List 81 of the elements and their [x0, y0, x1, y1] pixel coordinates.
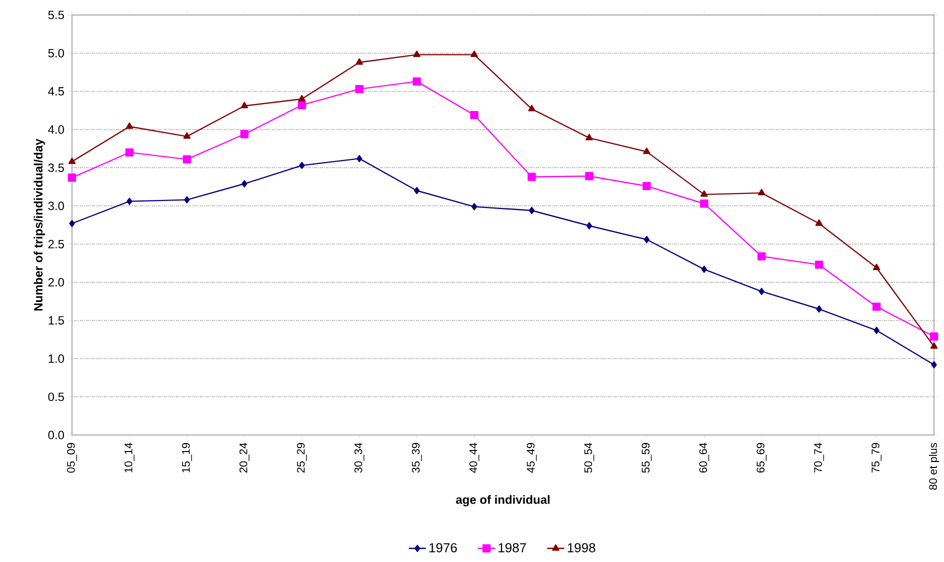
- y-tick-label: 5.5: [48, 10, 64, 20]
- x-tick-label: 10_14: [124, 442, 134, 472]
- x-tick-label: 65_69: [756, 443, 767, 473]
- point: [68, 174, 76, 182]
- point: [126, 198, 132, 205]
- point: [183, 132, 191, 139]
- point: [470, 110, 478, 120]
- point: [68, 158, 76, 164]
- point: [585, 172, 594, 180]
- point: [642, 182, 651, 190]
- x-tick-label: 50_54: [584, 442, 594, 473]
- y-tick-label: 4.5: [48, 87, 64, 96]
- point: [184, 196, 190, 204]
- point: [182, 155, 192, 164]
- point: [700, 200, 708, 208]
- point: [242, 180, 248, 188]
- y-tick-label: 0.0: [48, 430, 64, 440]
- point: [298, 101, 306, 110]
- point: [643, 148, 650, 154]
- point: [758, 252, 766, 260]
- y-tick-label: 2.5: [48, 240, 64, 248]
- x-tick-label: 75_79: [872, 443, 882, 473]
- x-tick-label: 40_44: [469, 442, 480, 473]
- point: [414, 187, 420, 194]
- point: [701, 266, 707, 273]
- point: [125, 148, 134, 157]
- point: [644, 236, 650, 244]
- point: [815, 219, 823, 226]
- point: [758, 288, 764, 296]
- x-tick-label: 20_24: [239, 442, 250, 473]
- x-tick-label: 35_39: [412, 443, 422, 473]
- legend-label: 1998: [568, 543, 596, 552]
- point: [299, 162, 305, 170]
- x-tick-label: 55_59: [642, 443, 652, 473]
- point: [586, 134, 593, 140]
- point: [240, 102, 248, 108]
- y-tick-label: 1.0: [48, 354, 64, 363]
- point: [412, 77, 421, 86]
- point: [931, 361, 937, 368]
- x-tick-label: 80 et plus: [928, 442, 940, 490]
- x-tick-label: 30_34: [354, 442, 364, 473]
- point: [872, 264, 880, 270]
- point: [528, 104, 536, 112]
- point: [471, 203, 478, 210]
- point: [356, 154, 362, 162]
- point: [528, 172, 536, 181]
- point: [872, 302, 881, 311]
- point: [930, 332, 938, 341]
- point: [470, 50, 478, 58]
- point: [874, 326, 880, 334]
- y-tick-label: 3.5: [48, 163, 64, 172]
- x-axis-title: age of individual: [456, 495, 550, 506]
- x-tick-label: 70_74: [814, 442, 824, 473]
- point: [814, 260, 824, 269]
- point: [298, 94, 306, 102]
- point: [240, 130, 249, 138]
- point: [586, 222, 592, 230]
- point: [356, 58, 363, 65]
- point: [528, 206, 535, 214]
- x-tick-label: 25_29: [296, 443, 307, 473]
- y-axis-title: Number of trips/individual/day: [34, 138, 45, 311]
- point: [700, 190, 708, 197]
- point: [930, 342, 938, 349]
- point: [69, 220, 75, 228]
- x-tick-label: 05_09: [67, 443, 77, 473]
- x-tick-label: 45_49: [526, 443, 537, 473]
- point: [126, 122, 134, 129]
- point: [758, 188, 766, 196]
- y-tick-label: 3.0: [48, 202, 64, 210]
- x-tick-label: 60_64: [699, 442, 710, 473]
- point: [355, 84, 364, 94]
- x-tick-label: 15_19: [182, 443, 192, 472]
- legend-label: 1976: [429, 543, 457, 552]
- y-tick-label: 4.0: [48, 125, 64, 134]
- y-tick-label: 2.0: [48, 278, 64, 287]
- point: [816, 305, 822, 313]
- y-tick-label: 0.5: [48, 392, 64, 402]
- y-tick-label: 1.5: [48, 316, 64, 325]
- point: [413, 50, 420, 58]
- y-tick-label: 5.0: [48, 48, 64, 58]
- legend-label: 1987: [498, 543, 526, 552]
